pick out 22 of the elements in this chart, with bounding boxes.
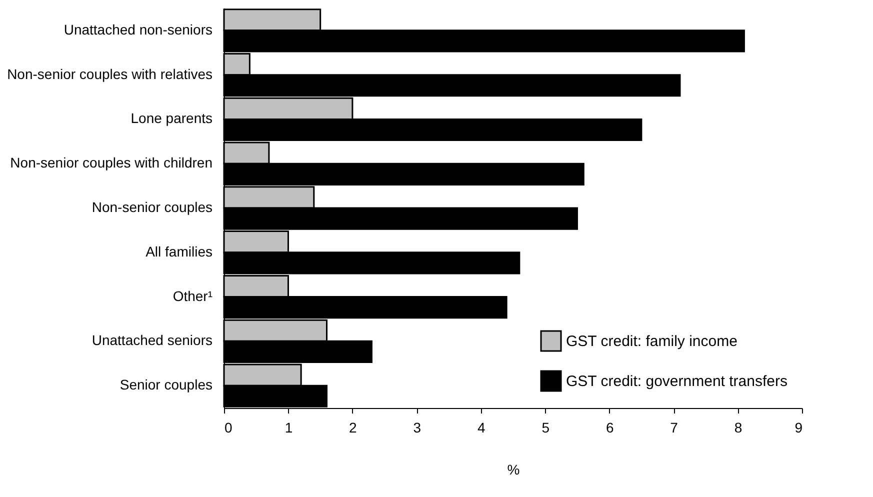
legend-label: GST credit: government transfers bbox=[566, 373, 788, 390]
x-tick-label: 2 bbox=[349, 420, 358, 436]
x-tick-label: 3 bbox=[413, 420, 422, 436]
y-tick-label: Unattached seniors bbox=[92, 332, 212, 348]
x-axis-title: % bbox=[507, 462, 520, 478]
y-tick-label: All families bbox=[146, 243, 212, 260]
x-tick-label: 7 bbox=[670, 420, 678, 436]
y-tick-label: Non-senior couples with children bbox=[10, 154, 212, 171]
x-tick-label: 5 bbox=[542, 420, 550, 436]
y-tick-label: Non-senior couples bbox=[92, 199, 212, 215]
x-tick-label: 8 bbox=[734, 420, 742, 436]
x-tick-label: 0 bbox=[224, 420, 232, 436]
x-tick-label: 9 bbox=[794, 420, 803, 436]
y-tick-label: Unattached non-seniors bbox=[64, 21, 212, 38]
y-tick-label: Lone parents bbox=[130, 110, 212, 126]
legend-label: GST credit: family income bbox=[566, 333, 738, 350]
y-tick-label: Senior couples bbox=[120, 376, 212, 393]
y-tick-label: Other¹ bbox=[172, 288, 213, 304]
x-tick-label: 6 bbox=[606, 420, 614, 436]
x-tick-label: 1 bbox=[284, 420, 293, 436]
x-tick-label: 4 bbox=[477, 420, 486, 436]
y-tick-label: Non-senior couples with relatives bbox=[7, 66, 212, 82]
